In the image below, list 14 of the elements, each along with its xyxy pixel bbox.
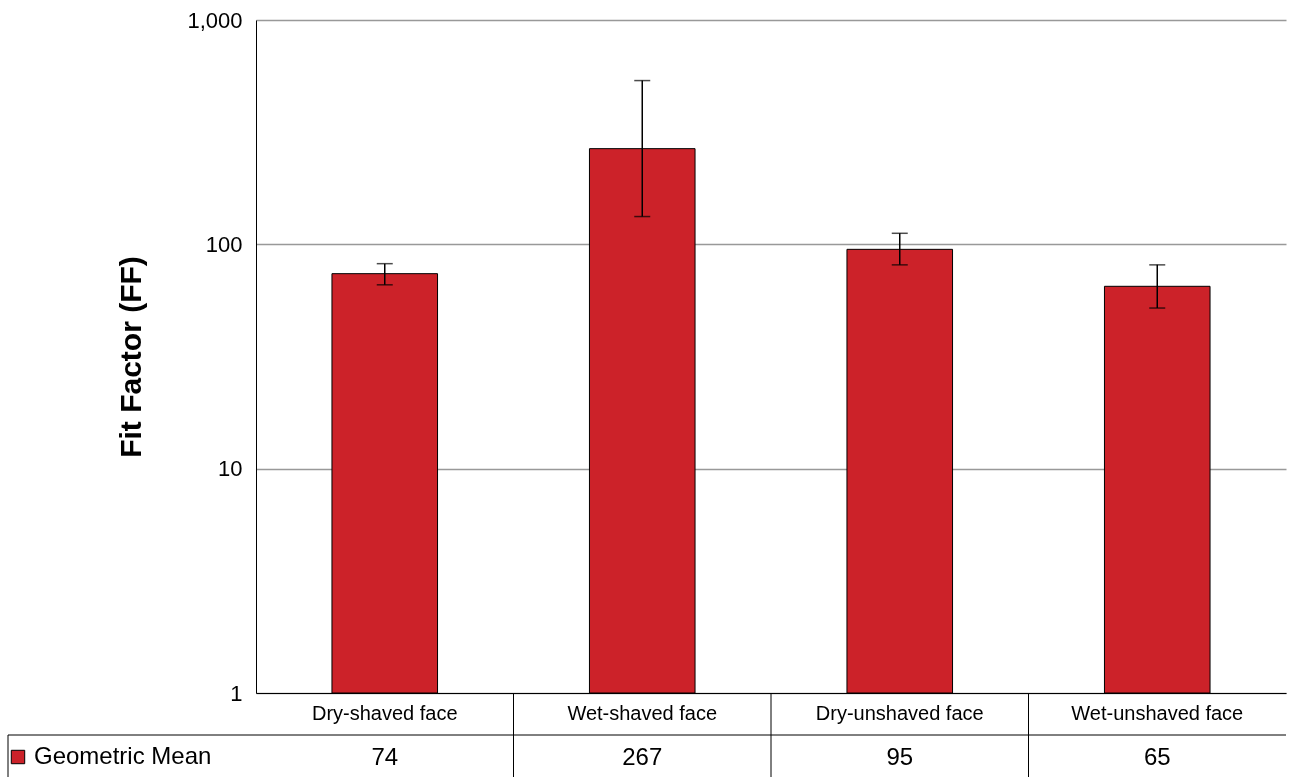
data-label: 267 xyxy=(622,743,663,770)
y-axis-title: Fit Factor (FF) xyxy=(114,256,148,458)
x-tick-label: Dry-unshaved face xyxy=(815,701,984,724)
data-label: 74 xyxy=(371,743,399,770)
x-tick-label: Wet-shaved face xyxy=(567,701,718,724)
x-tick-label: Wet-unshaved face xyxy=(1071,701,1244,724)
legend-label: Geometric Mean xyxy=(34,742,212,769)
y-tick-label: 1 xyxy=(230,680,243,706)
data-label: 95 xyxy=(886,743,914,770)
y-tick-label: 100 xyxy=(205,231,243,257)
x-tick-label: Dry-shaved face xyxy=(311,701,458,724)
data-label: 65 xyxy=(1143,743,1171,770)
y-tick-label: 10 xyxy=(218,456,243,482)
y-tick-label: 1,000 xyxy=(187,7,243,33)
